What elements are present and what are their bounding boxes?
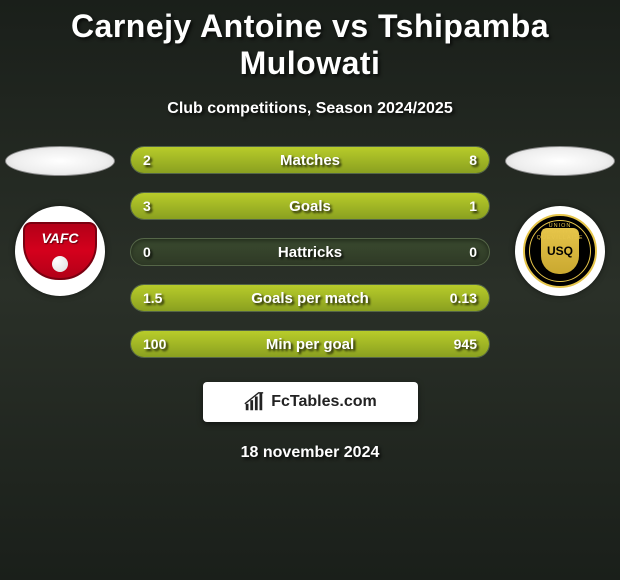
bar-val-right: 1 [469, 198, 477, 214]
vafc-text: VAFC [41, 230, 78, 246]
chart-icon [243, 391, 265, 413]
player-left-column: VAFC [0, 146, 120, 296]
bar-val-right: 8 [469, 152, 477, 168]
player-right-silhouette [505, 146, 615, 176]
bar-val-right: 945 [454, 336, 477, 352]
stat-bar-gpm: 1.5 Goals per match 0.13 [130, 284, 490, 312]
page-title: Carnejy Antoine vs Tshipamba Mulowati [0, 0, 620, 82]
credit-box[interactable]: FcTables.com [203, 382, 418, 422]
date-text: 18 november 2024 [0, 444, 620, 462]
bar-val-left: 1.5 [143, 290, 162, 306]
bar-label: Min per goal [266, 336, 354, 353]
subtitle: Club competitions, Season 2024/2025 [0, 100, 620, 118]
bar-fill-left [131, 193, 400, 219]
usq-ring-text: UNION SPORTIVE QUEVILLAISE [529, 220, 591, 282]
bar-val-left: 0 [143, 244, 151, 260]
bar-val-right: 0 [469, 244, 477, 260]
bar-label: Matches [280, 152, 340, 169]
stat-bar-mpg: 100 Min per goal 945 [130, 330, 490, 358]
bar-val-left: 3 [143, 198, 151, 214]
stat-bar-hattricks: 0 Hattricks 0 [130, 238, 490, 266]
stat-bars: 2 Matches 8 3 Goals 1 0 Hattricks 0 1.5 … [130, 146, 490, 358]
stat-bar-matches: 2 Matches 8 [130, 146, 490, 174]
usq-badge-icon: UNION SPORTIVE QUEVILLAISE USQ [523, 214, 597, 288]
bar-val-right: 0.13 [450, 290, 477, 306]
comparison-panel: VAFC 2 Matches 8 3 Goals 1 0 Hattricks 0 [0, 146, 620, 358]
stat-bar-goals: 3 Goals 1 [130, 192, 490, 220]
bar-val-left: 2 [143, 152, 151, 168]
player-left-silhouette [5, 146, 115, 176]
bar-fill-left [131, 147, 203, 173]
bar-label: Goals [289, 198, 331, 215]
bar-label: Hattricks [278, 244, 342, 261]
bar-label: Goals per match [251, 290, 369, 307]
credit-text: FcTables.com [271, 393, 377, 411]
bar-fill-right [203, 147, 489, 173]
player-right-column: UNION SPORTIVE QUEVILLAISE USQ [500, 146, 620, 296]
bar-val-left: 100 [143, 336, 166, 352]
player-left-club-badge: VAFC [15, 206, 105, 296]
player-right-club-badge: UNION SPORTIVE QUEVILLAISE USQ [515, 206, 605, 296]
vafc-shield-icon: VAFC [23, 222, 97, 280]
